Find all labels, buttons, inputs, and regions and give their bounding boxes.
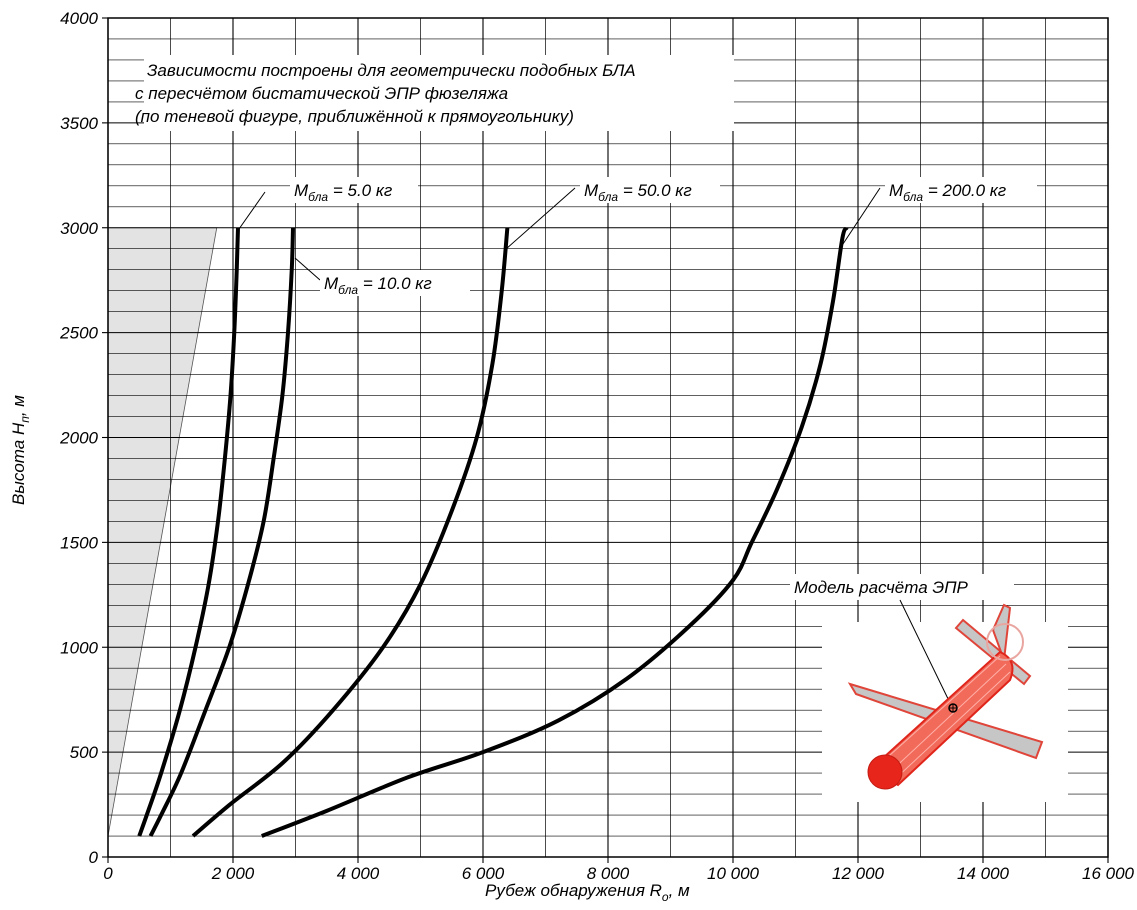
y-tick-label: 4000 (60, 9, 98, 28)
y-tick-label: 500 (70, 743, 99, 762)
series-lines (137, 226, 849, 838)
y-axis-ticks: 0 500 1000 1500 2000 2500 3000 3500 4000 (59, 9, 108, 867)
x-tick-label: 16 000 (1082, 864, 1135, 883)
series-line-1 (137, 227, 240, 837)
series-line-4 (261, 226, 849, 838)
series-label-2: Mбла = 10.0 кг (324, 274, 432, 297)
x-axis-ticks: 0 2 000 4 000 6 000 8 000 10 000 12 000 14 000 1… (103, 857, 1135, 883)
x-tick-label: 6 000 (462, 864, 505, 883)
x-axis-title: Рубеж обнаружения Rо, м (485, 881, 690, 904)
y-tick-label: 3500 (60, 114, 98, 133)
x-tick-label: 2 000 (211, 864, 255, 883)
leader-line-4 (840, 187, 881, 248)
series-line-2 (148, 227, 295, 837)
x-tick-label: 12 000 (832, 864, 885, 883)
x-tick-label: 10 000 (707, 864, 760, 883)
uav-model-inset: Модель расчёта ЭПР (790, 574, 1068, 802)
note-line-2: с пересчётом бистатической ЭПР фюзеляжа (135, 84, 508, 103)
series-label-3: Mбла = 50.0 кг (584, 181, 692, 204)
series-labels: Mбла = 5.0 кг Mбла = 10.0 кг Mбла = 50.0… (238, 177, 1037, 297)
y-tick-label: 2000 (59, 429, 98, 448)
x-tick-label: 4 000 (337, 864, 380, 883)
note-line-3: (по теневой фигуре, приближённой к прямо… (135, 107, 574, 126)
y-axis-title: Высота Hп, м (9, 395, 32, 505)
annotation-note: Зависимости построены для геометрически … (135, 55, 734, 131)
y-tick-label: 3000 (60, 219, 98, 238)
x-tick-label: 0 (103, 864, 113, 883)
shade-polygon (107, 227, 218, 837)
inset-leader (899, 599, 953, 708)
x-tick-label: 8 000 (587, 864, 630, 883)
y-tick-label: 0 (89, 848, 99, 867)
shaded-region (107, 227, 218, 837)
inset-caption: Модель расчёта ЭПР (794, 578, 969, 597)
uav-wireframe-image (847, 603, 1044, 790)
series-label-4: Mбла = 200.0 кг (889, 181, 1006, 204)
x-tick-label: 14 000 (957, 864, 1010, 883)
note-line-1: Зависимости построены для геометрически … (147, 61, 636, 80)
leader-line-2 (294, 257, 321, 281)
series-line-3 (191, 227, 510, 838)
leader-line-3 (505, 187, 576, 250)
y-tick-label: 2500 (59, 324, 98, 343)
leader-line-1 (238, 191, 266, 230)
y-tick-label: 1500 (60, 533, 98, 552)
series-label-1: Mбла = 5.0 кг (294, 181, 392, 204)
y-tick-label: 1000 (60, 638, 98, 657)
